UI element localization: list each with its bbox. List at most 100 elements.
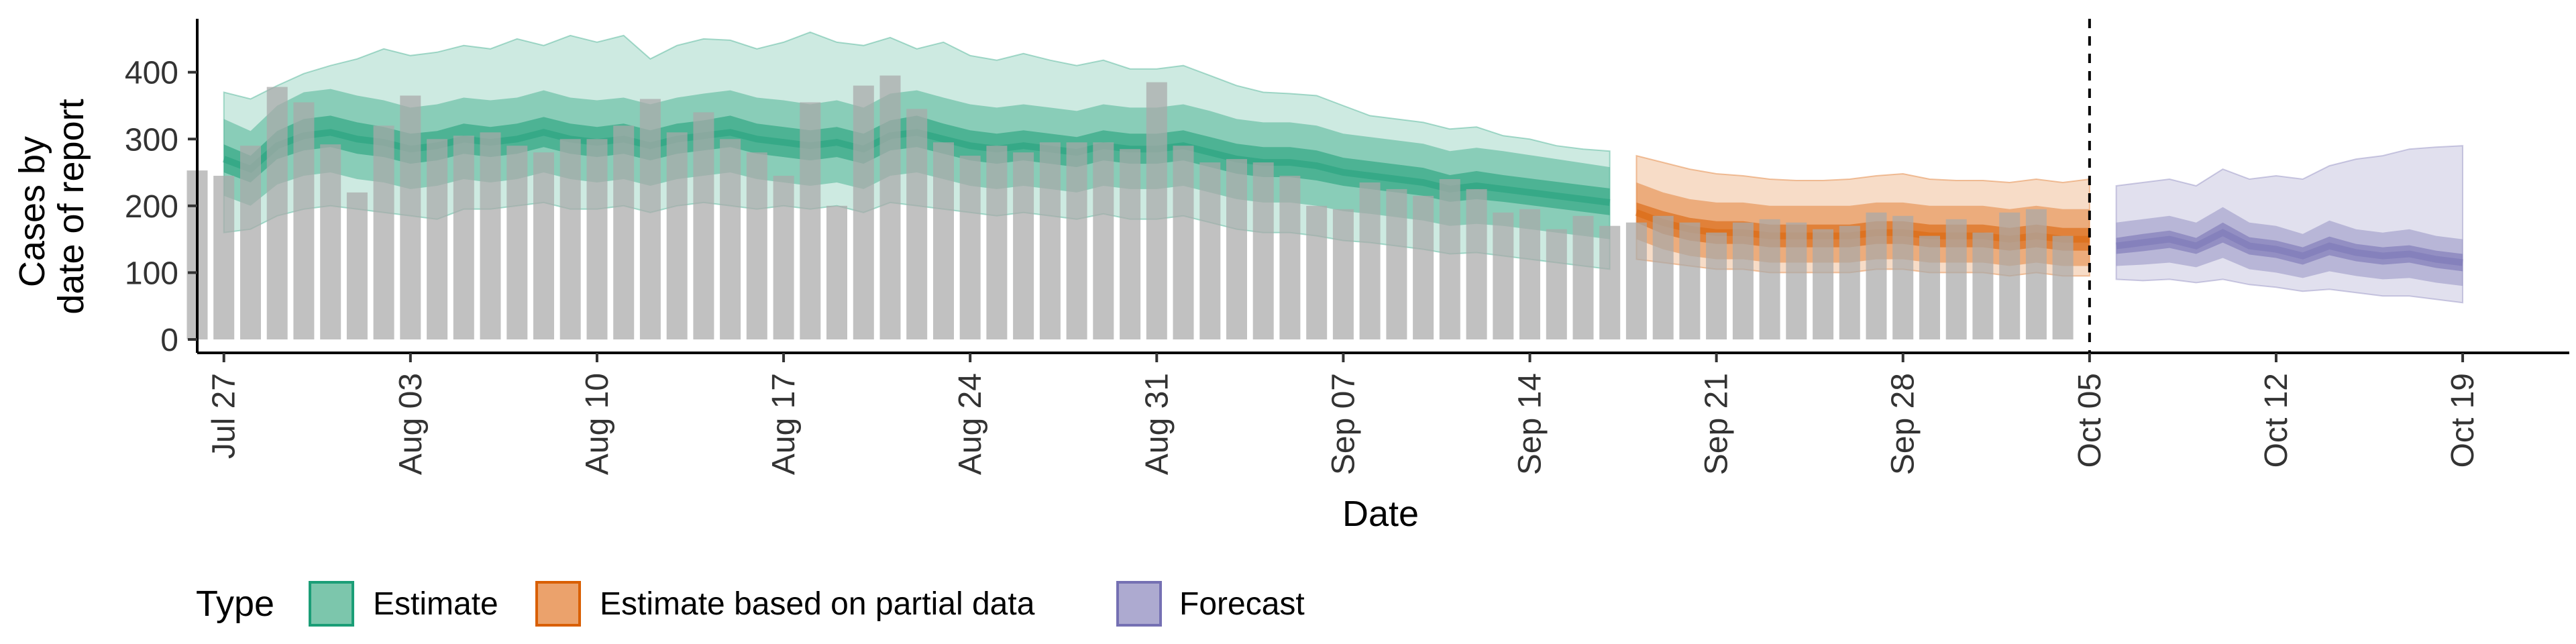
reported-cases-bar (1466, 189, 1487, 339)
y-tick-label: 200 (125, 189, 178, 225)
reported-cases-bar (1439, 179, 1460, 339)
reported-cases-bar (2025, 209, 2047, 339)
reported-cases-bar (906, 109, 928, 339)
reported-cases-bar (506, 146, 528, 339)
reported-cases-bar (240, 146, 261, 339)
reported-cases-bar (1093, 142, 1114, 339)
x-tick-label: Sep 07 (1326, 373, 1361, 475)
x-tick-label: Oct 12 (2259, 373, 2294, 468)
legend-key-partial (535, 581, 581, 627)
y-axis-title-line-2: date of report (51, 99, 91, 314)
x-tick-label: Sep 21 (1699, 373, 1735, 475)
reported-cases-bar (1039, 142, 1061, 339)
reported-cases-bar (1226, 159, 1247, 339)
reported-cases-bar (1866, 212, 1887, 339)
reported-cases-bar (1679, 222, 1701, 339)
reported-cases-bar (1892, 215, 1914, 339)
reported-cases-bar (693, 112, 714, 339)
reported-cases-bar (773, 176, 794, 339)
reported-cases-bar (1386, 189, 1407, 339)
reported-cases-bar (1732, 222, 1754, 339)
y-ticks: 0 100 200 300 400 (125, 56, 197, 358)
legend: Type Estimate Estimate based on partial … (196, 581, 1305, 627)
series-forecast (2115, 145, 2464, 304)
reported-cases-bar (1839, 225, 1860, 339)
reported-cases-bar (1919, 235, 1940, 339)
axes-layer (196, 19, 2569, 354)
y-tick-label: 100 (125, 256, 178, 291)
median-line (2115, 229, 2463, 266)
reported-cases-bar (453, 136, 474, 340)
x-tick-label: Oct 19 (2445, 373, 2481, 468)
reported-cases-bar (293, 102, 315, 339)
reported-cases-bar (826, 205, 847, 339)
band-ci50 (2116, 222, 2463, 272)
reported-cases-bar (933, 142, 954, 339)
y-tick-label: 0 (160, 323, 178, 358)
legend-label-estimate: Estimate (373, 586, 498, 622)
reported-cases-bar (1359, 182, 1381, 339)
reported-cases-bar (1252, 162, 1274, 339)
reported-cases-bar (1413, 195, 1434, 339)
x-tick-label: Oct 05 (2072, 373, 2108, 468)
legend-label-partial: Estimate based on partial data (600, 586, 1035, 622)
reported-cases-bar (559, 139, 581, 340)
x-axis-title: Date (1342, 494, 1419, 534)
reported-cases-bar (1999, 212, 2021, 339)
reported-cases-bar (959, 156, 981, 339)
reported-cases-bar (1332, 209, 1354, 339)
x-tick-label: Aug 24 (953, 373, 988, 475)
reported-cases-bar (1546, 229, 1567, 339)
reported-cases-bar (1306, 205, 1328, 339)
reported-cases-bars-layer (186, 75, 2074, 340)
reported-cases-bar (1972, 232, 1994, 339)
reported-cases-bar (879, 75, 901, 339)
legend-key-forecast (1116, 581, 1162, 627)
reported-cases-bar (400, 95, 421, 339)
x-tick-label: Aug 17 (766, 373, 802, 475)
reported-cases-bar (1759, 219, 1780, 340)
reported-cases-bar (1279, 176, 1301, 339)
reported-cases-bar (1199, 162, 1221, 339)
reported-cases-bar (320, 144, 341, 339)
reported-cases-bar (986, 146, 1008, 339)
legend-key-estimate (309, 581, 354, 627)
reported-cases-bar (373, 125, 394, 340)
reported-cases-bar (533, 152, 554, 339)
y-tick-label: 300 (125, 122, 178, 158)
reported-cases-bar (746, 152, 767, 339)
reported-cases-bar (266, 87, 288, 339)
reported-cases-bar (800, 102, 821, 339)
x-tick-label: Jul 27 (207, 373, 242, 459)
reported-cases-bar (1519, 209, 1540, 339)
reported-cases-bar (1493, 212, 1514, 339)
reported-cases-bar (480, 132, 501, 340)
reported-cases-bar (1706, 232, 1727, 339)
series-estimate-based-on-partial-data (1635, 154, 2090, 277)
reported-cases-bar (1813, 229, 1834, 339)
reported-cases-bar (1625, 222, 1647, 339)
reported-cases-bar (2052, 235, 2074, 339)
x-tick-label: Sep 14 (1513, 373, 1548, 475)
reported-cases-bar (1945, 219, 1967, 340)
legend-label-forecast: Forecast (1179, 586, 1305, 622)
reported-cases-bar (1786, 222, 1807, 339)
reported-cases-bar (1599, 225, 1621, 339)
legend-title: Type (196, 584, 274, 624)
reported-cases-bar (213, 176, 235, 339)
reported-cases-bar (1652, 215, 1674, 339)
reported-cases-bar (666, 132, 688, 340)
reported-cases-bar (1146, 82, 1167, 339)
x-tick-label: Aug 10 (580, 373, 615, 475)
reported-cases-bar (1572, 215, 1594, 339)
x-tick-label: Aug 31 (1139, 373, 1175, 475)
y-tick-label: 400 (125, 56, 178, 91)
reported-cases-bar (1066, 142, 1087, 339)
reported-cases-bar (613, 125, 635, 340)
x-tick-label: Aug 03 (393, 373, 429, 475)
reported-cases-bar (1173, 146, 1194, 339)
reported-cases-bar (639, 99, 661, 339)
x-tick-label: Sep 28 (1886, 373, 1921, 475)
reported-cases-bar (1120, 149, 1141, 339)
